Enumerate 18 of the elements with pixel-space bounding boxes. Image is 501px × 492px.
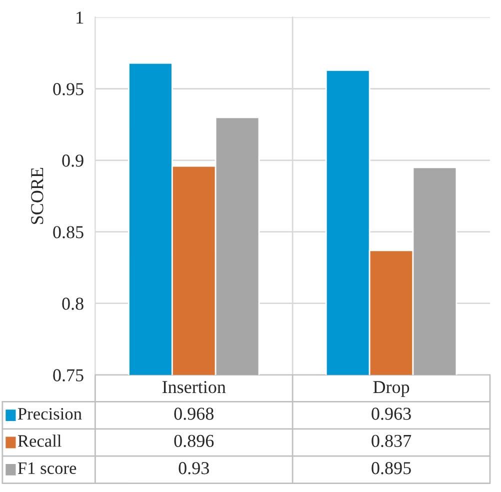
y-tick-label: 0.95 [53,83,84,96]
y-axis-title: SCORE [31,168,44,224]
legend-label: Recall [18,434,62,447]
y-tick-label: 1 [76,12,83,24]
data-label: 0.895 [372,462,411,474]
y-tick-label: 0.8 [62,298,84,310]
y-tick-label: 0.75 [53,369,84,382]
y-tick-label: 0.9 [62,154,84,167]
data-label: 0.93 [178,462,209,474]
data-label: 0.963 [372,408,411,420]
legend-label: F1 score [18,462,76,474]
y-tick-label: 0.85 [53,226,84,238]
data-label: 0.837 [372,434,412,448]
data-label: 0.968 [174,408,214,420]
x-tick-label: Insertion [162,381,226,394]
x-tick-label: Drop [373,381,410,397]
data-label: 0.896 [174,434,214,448]
legend-label: Precision [18,408,82,420]
